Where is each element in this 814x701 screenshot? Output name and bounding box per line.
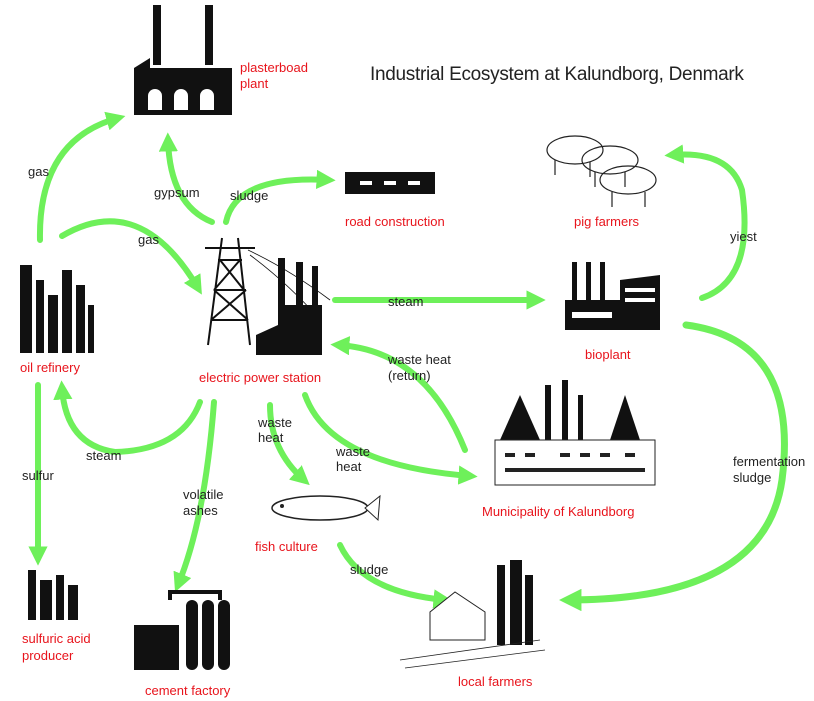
edge-label: sulfur [22,468,54,483]
arrow [672,154,745,298]
node-label: plasterboad [240,60,308,75]
arrow [168,140,212,222]
node-label: local farmers [458,674,533,689]
edge-label: gas [138,232,159,247]
cement-icon [134,592,230,670]
edge-label: (return) [388,368,431,383]
municipality-icon [495,380,655,485]
fish-icon [272,496,380,520]
edge-label: sludge [350,562,388,577]
farm-icon [400,560,545,668]
node-label: cement factory [145,683,231,698]
node-label: producer [22,648,74,663]
refinery-icon [20,265,94,353]
power-station-icon [205,238,330,355]
edge-label: ashes [183,503,218,518]
node-label: sulfuric acid [22,631,91,646]
sulfuric-icon [28,570,78,620]
plasterboard-windows [148,89,214,110]
edge-label: sludge [733,470,771,485]
node-label: plant [240,76,269,91]
edge-label: heat [336,459,362,474]
edge-label: sludge [230,188,268,203]
edge-label: waste heat [387,352,451,367]
edge-label: volatile [183,487,223,502]
edge-label: waste [335,444,370,459]
edge-label: heat [258,430,284,445]
pigs-icon [547,136,656,207]
edge-label: steam [388,294,423,309]
edge-label: yiest [730,229,757,244]
node-label: electric power station [199,370,321,385]
arrow [62,388,200,452]
node-labels: plasterboad plant road construction pig … [20,60,640,698]
node-label: oil refinery [20,360,80,375]
title: Industrial Ecosystem at Kalundborg, Denm… [370,64,744,85]
bioplant-icon [565,262,660,330]
edge-label: waste [257,415,292,430]
node-label: Municipality of Kalundborg [482,504,634,519]
edge-label: fermentation [733,454,805,469]
edge-label: gas [28,164,49,179]
edge-label: steam [86,448,121,463]
node-label: fish culture [255,539,318,554]
node-label: road construction [345,214,445,229]
edge-label: gypsum [154,185,200,200]
node-label: pig farmers [574,214,640,229]
arrow [62,221,198,288]
node-label: bioplant [585,347,631,362]
diagram: Industrial Ecosystem at Kalundborg, Denm… [0,0,814,701]
road-icon [345,172,435,194]
